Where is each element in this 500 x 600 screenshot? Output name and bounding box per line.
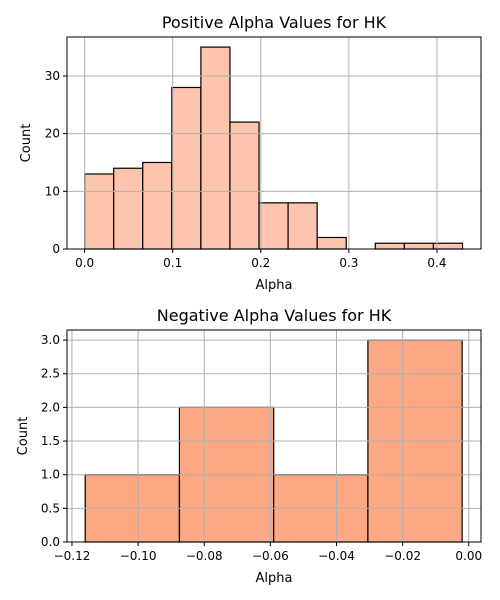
histogram-bar: [287, 202, 318, 250]
x-tick-label: 0.1: [163, 256, 182, 270]
chart-title: Positive Alpha Values for HK: [162, 13, 387, 32]
x-tick-label: 0.0: [75, 256, 94, 270]
y-tick-label: 0: [52, 242, 60, 256]
plot-frame: [66, 329, 482, 543]
x-tick-label: −0.02: [384, 549, 421, 563]
x-axis-label: Alpha: [256, 571, 293, 586]
y-tick-label: 0.0: [41, 535, 60, 549]
histogram-bar: [229, 121, 260, 250]
histogram-bar: [374, 242, 405, 250]
histogram-bar: [200, 46, 231, 250]
x-tick-label: 0.2: [251, 256, 270, 270]
chart-title: Negative Alpha Values for HK: [157, 306, 392, 325]
ticks: −0.12 −0.10 −0.08 −0.06 −0.04 −0.02 0.00 0.0 0.5…: [41, 333, 482, 563]
x-tick-label: −0.10: [120, 549, 157, 563]
x-axis-label: Alpha: [256, 278, 293, 293]
y-tick-label: 2.5: [41, 367, 60, 381]
histogram-bar: [142, 161, 173, 250]
x-tick-label: −0.08: [186, 549, 223, 563]
histogram-bar: [84, 173, 115, 250]
y-tick-label: 10: [45, 184, 60, 198]
ticks: 0.0 0.1 0.2 0.3 0.4 0 10 20 30: [45, 69, 447, 270]
y-axis-label: Count: [16, 417, 31, 456]
y-tick-label: 20: [45, 127, 60, 141]
y-tick-label: 2.0: [41, 400, 60, 414]
x-tick-label: 0.4: [427, 256, 446, 270]
y-tick-label: 1.0: [41, 468, 60, 482]
x-tick-label: 0.3: [339, 256, 358, 270]
y-tick-label: 3.0: [41, 333, 60, 347]
plot-frame: [66, 36, 482, 250]
y-tick-label: 0.5: [41, 501, 60, 515]
x-tick-label: 0.00: [455, 549, 482, 563]
histogram-bar: [432, 242, 464, 250]
negative-alpha-histogram: −0.12 −0.10 −0.08 −0.06 −0.04 −0.02 0.00 0.0 0.5…: [16, 306, 482, 586]
x-tick-label: −0.04: [318, 549, 355, 563]
histogram-bar: [258, 202, 289, 250]
y-tick-label: 30: [45, 69, 60, 83]
x-tick-label: −0.06: [252, 549, 289, 563]
histogram-bar: [316, 236, 347, 250]
positive-alpha-histogram: 0.0 0.1 0.2 0.3 0.4 0 10 20 30 Positive Alpha Va…: [19, 13, 482, 293]
bars: [84, 46, 464, 250]
y-axis-label: Count: [19, 124, 34, 163]
y-tick-label: 1.5: [41, 434, 60, 448]
x-tick-label: −0.12: [54, 549, 91, 563]
histogram-bar: [403, 242, 435, 250]
histogram-bar: [171, 86, 202, 250]
histogram-bar: [113, 167, 144, 250]
